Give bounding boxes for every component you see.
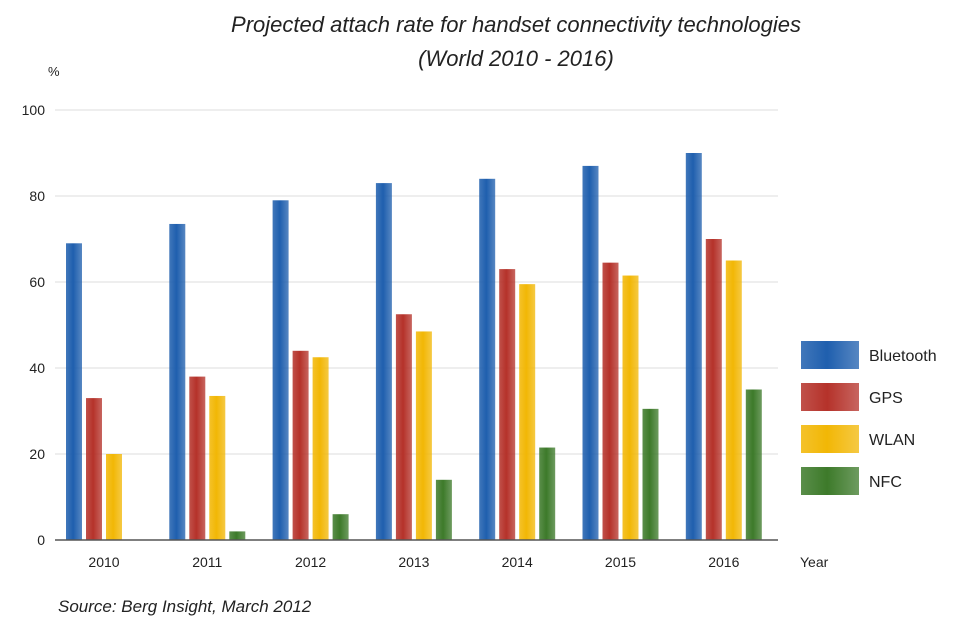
bar-nfc-2011 (229, 531, 246, 540)
x-axis-label: Year (800, 554, 829, 570)
legend-label-gps: GPS (869, 390, 903, 407)
bar-nfc-2015 (642, 408, 659, 540)
bar-nfc-2013 (435, 479, 452, 540)
y-tick-label: 60 (29, 274, 45, 290)
x-tick-label: 2014 (502, 554, 533, 570)
bar-bluetooth-2013 (375, 183, 392, 540)
bars (66, 153, 762, 541)
y-axis-unit: % (48, 64, 60, 79)
bar-nfc-2016 (745, 389, 762, 540)
bar-bluetooth-2014 (479, 178, 496, 541)
x-tick-label: 2013 (398, 554, 429, 570)
chart-title: Projected attach rate for handset connec… (231, 12, 801, 37)
legend-swatch-nfc (801, 467, 859, 495)
legend-label-nfc: NFC (869, 474, 902, 491)
bar-gps-2016 (705, 239, 722, 540)
y-tick-label: 100 (22, 102, 46, 118)
bar-wlan-2012 (312, 357, 329, 540)
bar-bluetooth-2010 (66, 243, 82, 541)
chart-subtitle: (World 2010 - 2016) (418, 46, 614, 71)
legend-swatch-gps (801, 383, 859, 411)
bar-nfc-2014 (539, 447, 556, 540)
bar-wlan-2013 (415, 331, 432, 540)
x-tick-label: 2012 (295, 554, 326, 570)
x-tick-label: 2015 (605, 554, 636, 570)
bar-gps-2010 (86, 398, 102, 540)
bar-gps-2013 (395, 314, 412, 540)
legend-swatch-wlan (801, 425, 859, 453)
bar-bluetooth-2011 (169, 223, 186, 540)
y-tick-label: 80 (29, 188, 45, 204)
bar-gps-2015 (602, 262, 619, 540)
bar-bluetooth-2016 (685, 153, 702, 540)
bar-bluetooth-2015 (582, 165, 599, 540)
bar-gps-2011 (189, 376, 206, 540)
legend-label-bluetooth: Bluetooth (869, 348, 937, 365)
bar-gps-2012 (292, 350, 309, 540)
bar-nfc-2012 (332, 514, 349, 540)
x-axis-ticks: 2010 2011 2012 2013 2014 2015 2016 (88, 554, 739, 570)
y-tick-label: 40 (29, 360, 45, 376)
bar-wlan-2015 (622, 275, 639, 540)
legend-label-wlan: WLAN (869, 432, 915, 449)
x-tick-label: 2010 (88, 554, 119, 570)
x-tick-label: 2016 (708, 554, 739, 570)
y-axis-ticks: 0 20 40 60 80 100 (22, 102, 46, 548)
y-tick-label: 20 (29, 446, 45, 462)
bar-gps-2014 (499, 269, 516, 540)
bar-wlan-2014 (519, 284, 536, 540)
bar-wlan-2016 (725, 260, 742, 540)
bar-wlan-2011 (209, 395, 226, 540)
bar-wlan-2010 (106, 454, 122, 540)
legend: Bluetooth GPS WLAN NFC (801, 341, 937, 495)
legend-swatch-bluetooth (801, 341, 859, 369)
y-tick-label: 0 (37, 532, 45, 548)
source-note: Source: Berg Insight, March 2012 (58, 597, 312, 616)
bar-bluetooth-2012 (272, 200, 289, 541)
x-tick-label: 2011 (192, 554, 222, 570)
